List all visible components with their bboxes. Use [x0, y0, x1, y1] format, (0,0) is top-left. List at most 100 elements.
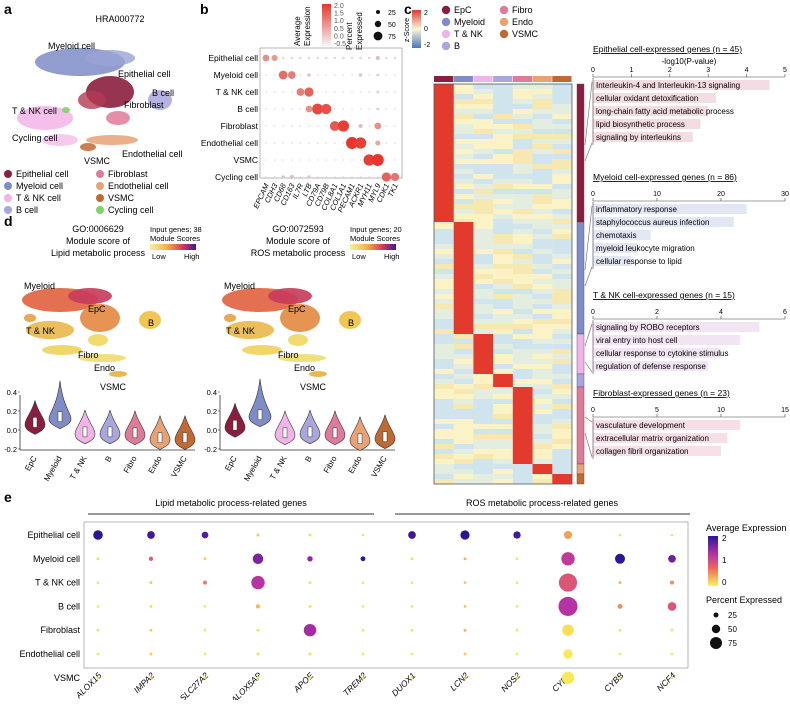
- heatmap-cell: [512, 284, 533, 289]
- row-annotation-bar: [576, 473, 585, 485]
- enrichment-bar: [593, 420, 741, 430]
- module-high-label: High: [384, 252, 399, 261]
- heatmap-cell: [512, 364, 533, 369]
- umap-d-label: T & NK: [26, 326, 55, 336]
- heatmap-cell: [532, 459, 553, 464]
- heatmap-cell: [532, 369, 553, 374]
- heatmap-cell: [493, 259, 513, 264]
- heatmap-cell: [453, 444, 474, 449]
- heatmap-cell: [552, 309, 572, 314]
- dotplot-b-dot: [374, 122, 382, 130]
- dotplot-e-dot: [515, 581, 519, 584]
- heatmap-cell: [453, 359, 474, 364]
- pct-title-line: Expressed: [355, 12, 364, 50]
- dotplot-e-dot: [670, 628, 674, 632]
- dotplot-e-dot: [615, 553, 625, 564]
- avg-tick: 0.5: [334, 26, 344, 33]
- heatmap-cell: [512, 479, 533, 484]
- umap-a-clusters: [17, 48, 172, 151]
- heatmap-cell: [493, 344, 513, 349]
- umap-d-label: B: [348, 318, 354, 328]
- violin-box: [82, 426, 88, 438]
- dotplot-b-dot: [359, 56, 362, 60]
- heatmap-cell: [434, 279, 454, 284]
- dotplot-b-bgdot: [334, 159, 336, 161]
- heatmap-cell: [552, 414, 572, 419]
- heatmap-cell: [512, 234, 533, 239]
- heatmap-cell: [532, 414, 553, 419]
- heatmap-frame: [433, 83, 573, 485]
- violin-ytick: -0.2: [204, 445, 217, 454]
- enrichment-bar: [593, 230, 651, 240]
- dotplot-b-dot: [381, 172, 392, 182]
- dotplot-b-bgdot: [368, 125, 371, 127]
- violin-box: [282, 427, 288, 439]
- heatmap-cell: [532, 134, 553, 139]
- pct-legend-dot: [376, 10, 380, 14]
- legend-a-swatch: [96, 194, 104, 202]
- enrichment-tick: 0: [591, 67, 595, 74]
- module-go-id: GO:0072593: [272, 224, 324, 234]
- heatmap-cell: [493, 164, 513, 169]
- heatmap-cell: [512, 474, 533, 479]
- heatmap-cell: [493, 284, 513, 289]
- dotplot-e-dot: [149, 652, 153, 656]
- heatmap-cell: [532, 209, 553, 214]
- heatmap-cell: [552, 299, 572, 304]
- dotplot-e-dot: [308, 604, 312, 608]
- heatmap-cell: [453, 124, 474, 129]
- dotplot-b-dot: [333, 56, 337, 60]
- enrichment-bar: [593, 433, 728, 443]
- dotplot-b-bgdot: [325, 142, 328, 144]
- dotplot-b-dot: [385, 56, 388, 60]
- dotplot-b-bgdot: [342, 108, 345, 110]
- dotplot-e-dot: [361, 628, 365, 632]
- heatmap-cell: [552, 249, 572, 254]
- legend-a-swatch: [4, 182, 12, 190]
- enrichment-connector: [584, 205, 593, 287]
- heatmap-cell: [473, 94, 494, 99]
- heatmap-cell: [532, 234, 553, 239]
- heatmap-cell: [532, 104, 553, 109]
- heatmap-cell: [532, 454, 553, 459]
- dotplot-b-bgdot: [316, 74, 319, 76]
- enrichment-bar: [593, 217, 734, 227]
- heatmap-cell: [512, 264, 533, 269]
- dotplot-b-bgdot: [351, 91, 353, 93]
- heatmap-cell: [434, 319, 454, 324]
- heatmap-cell: [453, 394, 474, 399]
- dotplot-b-bgdot: [325, 125, 328, 127]
- avg-tick: 1.0: [334, 18, 344, 25]
- violin-xtick: B: [303, 455, 313, 464]
- heatmap-cell: [473, 314, 494, 319]
- heatmap-cell: [493, 354, 513, 359]
- heatmap-cell: [532, 304, 553, 309]
- heatmap-cell: [552, 229, 572, 234]
- row-annotation-bar: [576, 386, 585, 465]
- dotplot-e-dot: [308, 652, 312, 656]
- dotplot-e-dot: [463, 652, 467, 656]
- heatmap-block: [512, 387, 533, 464]
- heatmap-cell: [512, 249, 533, 254]
- heatmap-cell: [473, 384, 494, 389]
- heatmap-cell: [552, 209, 572, 214]
- heatmap-cell: [552, 159, 572, 164]
- dotplot-e-dot: [149, 628, 153, 632]
- zscore-ticks: 2 0 -2: [424, 10, 430, 49]
- heatmap-cell: [552, 409, 572, 414]
- dotplot-e-dot: [670, 676, 674, 680]
- heatmap-cell: [453, 474, 474, 479]
- heatmap-cell: [552, 404, 572, 409]
- heatmap-cell: [552, 269, 572, 274]
- dotplot-b-row-label: Myeloid cell: [214, 70, 259, 80]
- dotplot-b-bgdot: [299, 125, 302, 127]
- heatmap-cell: [493, 139, 513, 144]
- dotplot-b-bgdot: [265, 91, 267, 93]
- heatmap-cell: [512, 299, 533, 304]
- heatmap-cell: [473, 189, 494, 194]
- umap-label-fibroblast: Fibroblast: [124, 100, 164, 110]
- heatmap-cell: [453, 464, 474, 469]
- heatmap-cell: [512, 229, 533, 234]
- heatmap-cell: [473, 149, 494, 154]
- panel-b: b Average Expression 2.01.51.00.50.0-0.5 …: [200, 1, 403, 214]
